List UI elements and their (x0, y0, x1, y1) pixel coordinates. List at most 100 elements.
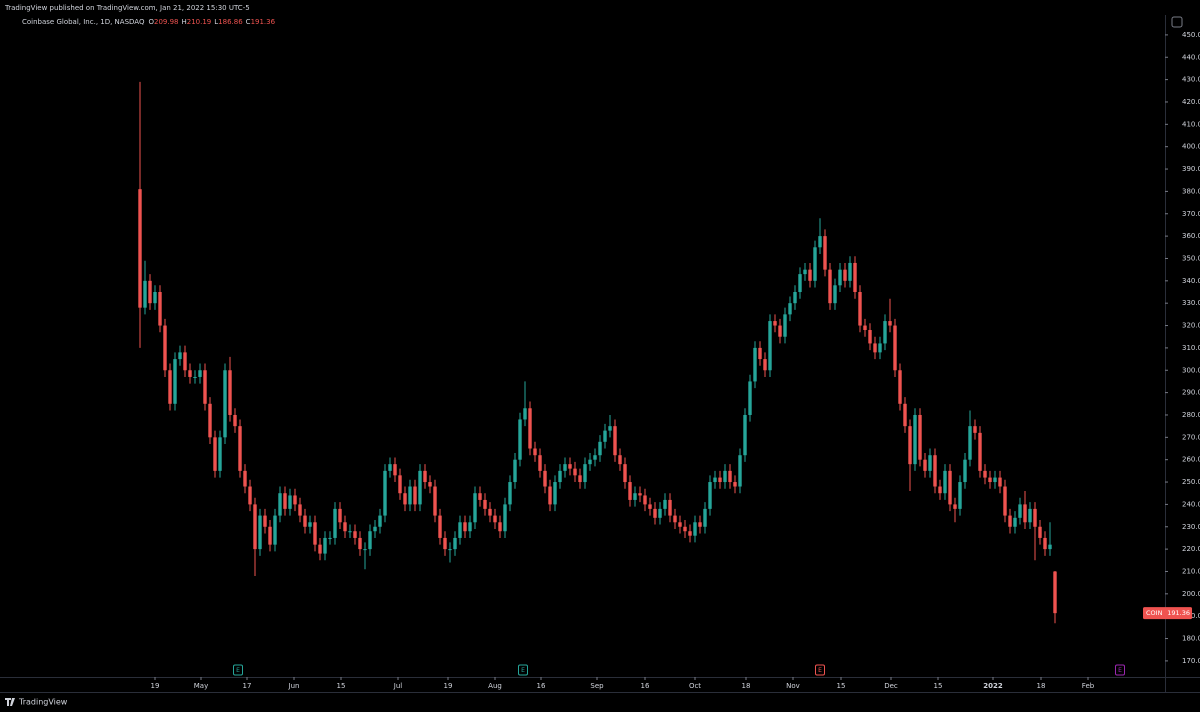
candle-body (393, 464, 397, 476)
candle-body (448, 549, 452, 551)
candle-body (488, 508, 492, 516)
candle-body (158, 292, 162, 326)
candle-body (223, 370, 227, 438)
candle-body (533, 448, 537, 456)
x-tick-label: 19 (444, 682, 453, 690)
candle-body (378, 515, 382, 527)
candle-body (938, 486, 942, 494)
candle-body (613, 426, 617, 456)
candle-body (898, 370, 902, 404)
candle-body (368, 531, 372, 550)
candle-body (558, 470, 562, 483)
y-tick-label: 380.00 (1182, 187, 1200, 195)
x-tick-label: May (194, 682, 208, 690)
y-tick-label: 180.00 (1182, 635, 1200, 643)
candle-body (238, 426, 242, 471)
candle-body (998, 477, 1002, 487)
candle-body (668, 499, 672, 516)
candle-body (763, 359, 767, 371)
y-tick-label: 280.00 (1182, 411, 1200, 419)
x-tick-label: Jun (288, 682, 300, 690)
event-marker (233, 664, 243, 676)
y-tick-label: 410.00 (1182, 120, 1200, 128)
candle-body (273, 515, 277, 545)
candle-body (933, 455, 937, 487)
candle-body (138, 189, 142, 308)
x-tick-label: Sep (590, 682, 604, 690)
y-tick-label: 260.00 (1182, 456, 1200, 464)
candle-body (853, 262, 857, 293)
candle-body (178, 352, 182, 360)
candle-body (598, 441, 602, 456)
candle-body (878, 343, 882, 353)
candle-body (338, 508, 342, 523)
candle-body (493, 515, 497, 523)
x-tick-label: 2022 (983, 682, 1003, 690)
y-tick-label: 360.00 (1182, 232, 1200, 240)
legend-prefix: H (182, 18, 187, 26)
candle-body (1003, 486, 1007, 516)
candle-body (823, 236, 827, 270)
candle-body (1008, 515, 1012, 527)
candle-body (788, 303, 792, 315)
legend-value: 210.19 (187, 18, 212, 26)
candle-body (893, 325, 897, 371)
candle-body (653, 508, 657, 518)
candle-body (188, 370, 192, 377)
candle-body (638, 493, 642, 496)
candle-body (408, 486, 412, 505)
candle-body (518, 419, 522, 460)
candle-body (813, 247, 817, 281)
candle-body (913, 414, 917, 465)
candle-body (168, 370, 172, 404)
candle-body (323, 537, 327, 554)
candle-body (443, 537, 447, 550)
candle-body (548, 486, 552, 505)
candle-body (673, 515, 677, 523)
candle-body (608, 426, 612, 431)
candle-body (538, 455, 542, 471)
candle-body (808, 269, 812, 281)
candle-body (963, 459, 967, 483)
candle-body (143, 280, 147, 308)
y-tick-label: 350.00 (1182, 254, 1200, 262)
candle-body (418, 470, 422, 505)
candle-body (553, 482, 557, 505)
y-tick-label: 290.00 (1182, 389, 1200, 397)
candle-body (753, 347, 757, 382)
candle-body (798, 274, 802, 293)
x-tick-label: 19 (151, 682, 160, 690)
candle-body (678, 522, 682, 527)
candle-body (478, 493, 482, 500)
candle-body (328, 537, 332, 539)
candle-body (1043, 537, 1047, 550)
candle-body (233, 414, 237, 427)
publish-header: TradingView published on TradingView.com… (4, 4, 250, 12)
candle-body (623, 464, 627, 483)
candle-body (708, 482, 712, 509)
candle-body (203, 370, 207, 404)
x-tick-label: 18 (1037, 682, 1046, 690)
candle-body (243, 470, 247, 487)
candle-body (298, 504, 302, 516)
event-marker (518, 664, 528, 676)
candle-body (343, 522, 347, 532)
candle-body (458, 522, 462, 538)
candle-body (958, 482, 962, 509)
candle-body (358, 537, 362, 550)
legend-value: 209.98 (154, 18, 179, 26)
candle-body (588, 459, 592, 465)
candle-body (173, 359, 177, 404)
candle-body (908, 426, 912, 465)
candle-body (573, 468, 577, 476)
settings-icon[interactable] (1171, 16, 1183, 28)
y-tick-label: 430.00 (1182, 76, 1200, 84)
footer-brand: TradingView (18, 698, 68, 707)
candle-body (803, 269, 807, 275)
candle-body (1048, 544, 1052, 550)
candle-body (213, 437, 217, 471)
candle-body (838, 269, 842, 286)
price-tag-symbol: COIN (1146, 609, 1163, 617)
candle-body (868, 330, 872, 344)
